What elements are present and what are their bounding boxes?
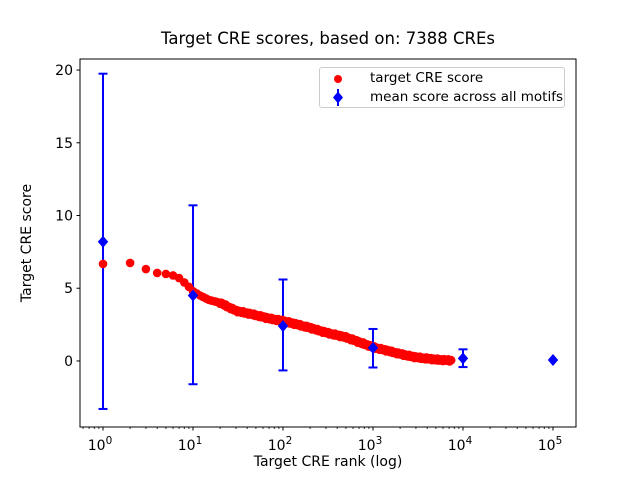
target-score-point bbox=[125, 258, 135, 268]
y-tick-label: 20 bbox=[55, 63, 73, 79]
target-score-point bbox=[152, 268, 162, 278]
mean-score-point bbox=[367, 341, 379, 354]
y-tick-label: 0 bbox=[64, 354, 73, 370]
legend-item-target-cre-score: target CRE score bbox=[320, 69, 564, 88]
y-tick-label: 5 bbox=[64, 281, 73, 297]
y-tick-label: 15 bbox=[55, 136, 73, 152]
legend-item-label: target CRE score bbox=[370, 70, 484, 86]
target-score-point bbox=[141, 264, 151, 274]
mean-score-point bbox=[277, 320, 289, 333]
x-tick-label: 102 bbox=[268, 435, 293, 454]
x-tick-label: 103 bbox=[358, 435, 383, 454]
x-tick-label: 105 bbox=[538, 435, 563, 454]
red-circle-marker-icon bbox=[332, 69, 344, 88]
x-tick-label: 104 bbox=[448, 435, 473, 454]
target-score-point bbox=[98, 259, 108, 269]
target-score-point bbox=[161, 269, 171, 279]
legend-item-mean-score: mean score across all motifs bbox=[320, 88, 564, 107]
mean-score-point bbox=[97, 235, 109, 248]
chart-title: Target CRE scores, based on: 7388 CREs bbox=[160, 29, 496, 48]
legend-item-label: mean score across all motifs bbox=[370, 89, 564, 105]
mean-score-point bbox=[187, 289, 199, 302]
y-axis-label: Target CRE score bbox=[19, 183, 35, 303]
legend: target CRE score mean score across all m… bbox=[319, 67, 565, 108]
blue-diamond-errorbar-icon bbox=[332, 88, 344, 107]
x-tick-label: 101 bbox=[178, 435, 203, 454]
mean-score-point bbox=[547, 353, 559, 366]
x-tick-label: 100 bbox=[88, 435, 113, 454]
x-axis-label: Target CRE rank (log) bbox=[253, 454, 403, 470]
plot-frame bbox=[79, 58, 577, 428]
y-tick-label: 10 bbox=[55, 209, 73, 225]
mean-score-point bbox=[457, 352, 469, 365]
target-score-point bbox=[446, 355, 456, 365]
